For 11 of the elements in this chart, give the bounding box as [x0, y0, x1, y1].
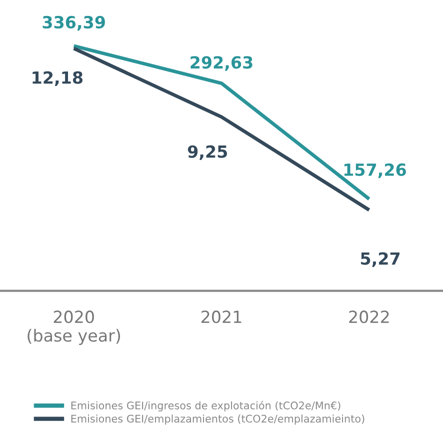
data-label: 336,39	[42, 16, 105, 31]
data-label: 12,18	[32, 71, 82, 86]
legend-label: Emisiones GEI/emplazamientos (tCO2e/emplazamieinto)	[71, 414, 364, 425]
x-tick-label: 2021	[202, 310, 242, 324]
legend-label: Emisiones GEI/ingresos de explotación (tCO2e/Mn€)	[71, 400, 340, 412]
data-label: 292,63	[190, 56, 252, 71]
data-label: 5,27	[361, 252, 400, 267]
x-tick-label: 2020 (base year)	[28, 310, 120, 346]
x-tick-label: 2022	[349, 310, 389, 324]
data-label: 9,25	[188, 145, 228, 160]
data-label: 157,26	[344, 163, 406, 178]
